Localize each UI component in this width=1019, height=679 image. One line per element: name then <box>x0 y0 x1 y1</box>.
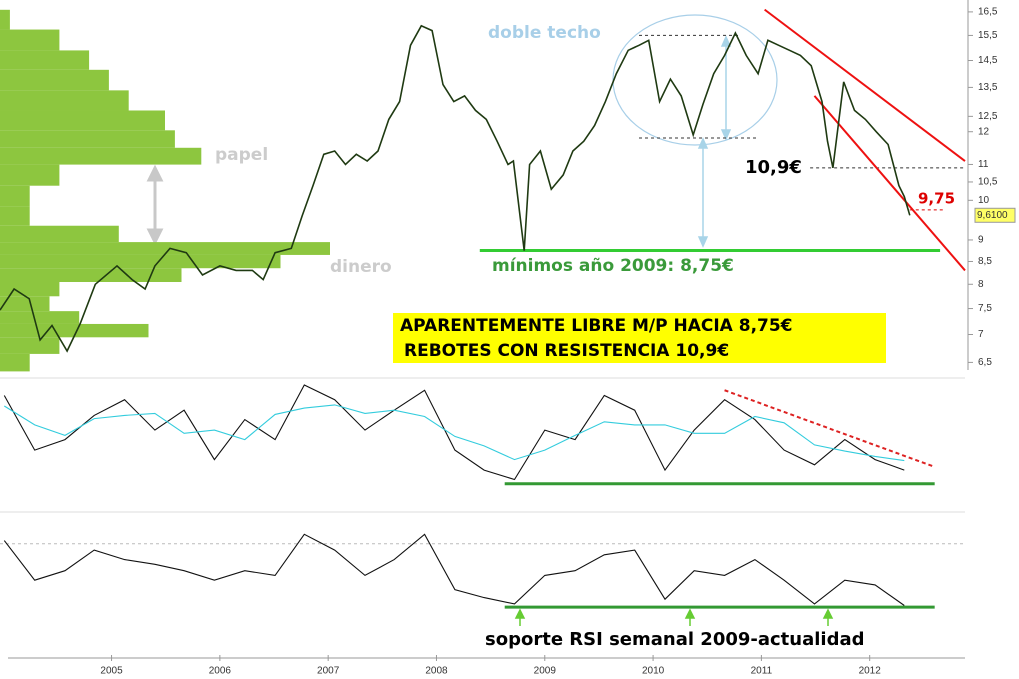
volume-profile-bar <box>0 225 119 243</box>
y-tick-label: 11 <box>978 159 989 170</box>
y-tick-label: 10,5 <box>978 177 998 188</box>
volume-profile-bar <box>0 311 80 324</box>
volume-profile-bar <box>0 254 281 269</box>
volume-profile-bar <box>0 242 330 255</box>
volume-profile-bar <box>0 337 60 354</box>
level-label: 10,9€ <box>745 157 802 178</box>
volume-profile-bar <box>0 110 165 131</box>
y-tick-label: 8,5 <box>978 256 992 267</box>
trendline <box>764 8 966 162</box>
trendline <box>724 389 936 468</box>
x-tick-label: 2005 <box>100 666 123 677</box>
volume-profile-bar <box>0 29 60 51</box>
y-tick-label: 13,5 <box>978 82 998 93</box>
y-tick-label: 7 <box>978 329 984 340</box>
volume-profile-bar <box>0 90 129 111</box>
volume-profile-bar <box>0 164 60 186</box>
volume-profile-bar <box>0 281 60 297</box>
y-tick-label: 15,5 <box>978 30 998 41</box>
measure-arrows <box>697 35 732 248</box>
annotation: doble techo <box>488 23 601 43</box>
y-tick-label: 12,5 <box>978 111 998 122</box>
trendline <box>813 95 966 272</box>
y-tick-label: 9 <box>978 235 984 246</box>
last-price-label: 9,6100 <box>977 210 1008 221</box>
y-tick-label: 10 <box>978 195 990 206</box>
y-tick-label: 7,5 <box>978 303 992 314</box>
note-line: APARENTEMENTE LIBRE M/P HACIA 8,75€ <box>400 316 793 336</box>
volume-profile-bar <box>0 353 30 372</box>
annotation: dinero <box>330 257 392 277</box>
volume-profile-bar <box>0 296 50 312</box>
x-tick-label: 2011 <box>751 666 773 677</box>
volume-profile-bar <box>0 268 182 282</box>
x-tick-label: 2008 <box>425 666 448 677</box>
x-tick-label: 2009 <box>534 666 557 677</box>
annotation: papel <box>215 145 268 165</box>
y-tick-label: 8 <box>978 279 984 290</box>
volume-profile-bar <box>0 69 109 91</box>
gap-arrow <box>146 164 164 246</box>
x-tick-label: 2006 <box>209 666 232 677</box>
y-tick-label: 12 <box>978 126 990 137</box>
y-tick-label: 14,5 <box>978 55 998 66</box>
level-label: 9,75 <box>918 190 955 208</box>
x-tick-label: 2007 <box>317 666 340 677</box>
note-line: REBOTES CON RESISTENCIA 10,9€ <box>404 341 729 361</box>
last-price-tag <box>974 207 1016 223</box>
support-arrows <box>514 608 834 626</box>
level-label: soporte RSI semanal 2009-actualidad <box>485 629 865 650</box>
volume-profile-bar <box>0 50 90 70</box>
series-line <box>3 533 905 606</box>
volume-profile-bar <box>0 147 202 165</box>
y-tick-label: 16,5 <box>978 7 998 18</box>
level-label: mínimos año 2009: 8,75€ <box>492 256 734 276</box>
volume-profile-bar <box>0 130 175 148</box>
y-tick-label: 6,5 <box>978 357 992 368</box>
series-line <box>4 404 905 462</box>
x-tick-label: 2012 <box>859 666 882 677</box>
volume-profile-bar <box>0 206 30 226</box>
series-line <box>3 384 905 481</box>
note-box <box>393 313 886 363</box>
x-tick-label: 2010 <box>642 666 665 677</box>
volume-profile-bar <box>0 9 10 30</box>
series-line <box>0 24 911 353</box>
volume-profile-bar <box>0 185 30 207</box>
